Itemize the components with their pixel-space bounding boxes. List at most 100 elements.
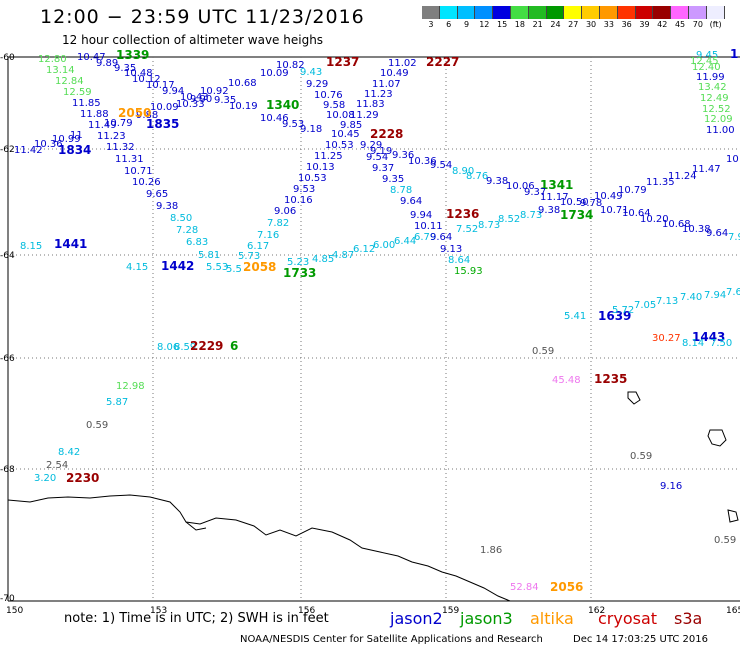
lat-tick-label: -62 [0,145,15,155]
colorbar-swatch [564,6,583,19]
legend-jason3: jason3 [460,609,513,628]
swh-value-label: 30.27 [652,333,681,344]
pass-time-label: 1733 [283,266,316,280]
pass-time-label: 1341 [540,178,573,192]
swh-value-label: 5.53 [206,262,228,273]
swh-value-label: 12.98 [116,381,145,392]
swh-value-label: 9.13 [440,244,462,255]
swh-value-label: 10.09 [150,102,179,113]
swh-value-label: 9.65 [146,189,168,200]
colorbar-swatch [439,6,458,19]
swh-value-label: 15.93 [454,266,483,277]
swh-value-label: 11.17 [540,192,569,203]
lat-tick-label: -70 [0,594,15,604]
colorbar-swatch [422,6,440,19]
swh-value-label: 5.72 [612,305,634,316]
swh-value-label: 9.64 [400,196,422,207]
lat-tick-label: -60 [0,53,15,63]
island [627,391,641,405]
swh-value-label: 9.29 [306,79,328,90]
swh-value-label: 11.24 [668,171,697,182]
swh-value-label: 2.54 [46,460,68,471]
swh-value-label: 10.71 [124,166,153,177]
swh-value-label: 0.59 [630,451,652,462]
swh-value-label: 10.20 [640,214,669,225]
swh-value-label: 8.15 [20,241,42,252]
swh-value-label: 11 [70,130,83,141]
swh-value-label: 10.08 [326,110,355,121]
pass-time-label: 2230 [66,471,99,485]
pass-time-label: 1441 [54,237,87,251]
colorbar-swatch [582,6,600,19]
swh-value-label: 11.99 [696,72,725,83]
swh-value-label: 10.36 [34,139,63,150]
pass-time-label: 2229 [190,339,223,353]
swh-value-label: 7.52 [456,224,478,235]
swh-value-label: 7.40 [680,292,702,303]
swh-value-label: 9.94 [410,210,432,221]
swh-value-label: 7.94 [704,290,726,301]
footer-note: note: 1) Time is in UTC; 2) SWH is in fe… [64,611,329,626]
pass-time-label: 1834 [58,143,91,157]
swh-value-label: 10.82 [276,60,305,71]
swh-value-label: 10 [726,154,739,165]
swh-value-label: 9.90 [190,94,212,105]
swh-value-label: 8.78 [390,185,412,196]
swh-value-label: 9.35 [114,63,136,74]
swh-value-label: 9.94 [162,86,184,97]
swh-value-label: 9.38 [156,201,178,212]
swh-value-label: 9.54 [366,152,388,163]
pass-time-label: 1340 [266,98,299,112]
pass-time-label: 1236 [446,207,479,221]
lon-tick-label: 159 [442,606,459,616]
pass-time-label: 2056 [550,580,583,594]
swh-value-label: 9.29 [360,140,382,151]
page-subtitle: 12 hour collection of altimeter wave hei… [62,33,324,47]
swh-value-label: 10.79 [104,118,133,129]
swh-value-label: 6.17 [247,241,269,252]
swh-value-label: 5.23 [287,257,309,268]
swh-value-label: 5.73 [238,251,260,262]
island [727,509,739,523]
swh-value-label: 10.16 [284,195,313,206]
swh-value-label: 12.52 [702,104,731,115]
swh-value-label: 9.64 [706,228,728,239]
swh-value-label: 10.43 [180,92,209,103]
swh-value-label: 12.09 [704,114,733,125]
colorbar-label: 3 [428,20,434,29]
swh-value-label: 9.88 [136,110,158,121]
swh-value-label: 8.73 [478,220,500,231]
swh-value-label: 12.80 [38,54,67,65]
swh-value-label: 10.50 [560,197,589,208]
colorbar-label: 45 [674,20,686,29]
swh-value-label: 11.88 [80,109,109,120]
antarctic-coastline [7,494,511,602]
pass-time-label: 1 [730,47,738,61]
swh-value-label: 10.49 [380,68,409,79]
swh-value-label: 6.79 [414,232,436,243]
swh-colorbar-labels: 3 6 9 12 15 18 21 24 27 30 33 36 39 42 45 70 (ft) [422,20,725,29]
swh-value-label: 5.87 [106,397,128,408]
swh-value-label: 9.36 [392,150,414,161]
pass-time-label: 2050 [118,106,151,120]
grid [7,56,740,602]
swh-value-label: 7.13 [656,296,678,307]
swh-colorbar [422,6,725,19]
swh-value-label: 45.48 [552,375,581,386]
swh-value-label: 9.37 [524,187,546,198]
colorbar-label: 21 [532,20,543,29]
swh-value-label: 8.42 [58,447,80,458]
colorbar-label: 36 [621,20,632,29]
colorbar-label: 12 [479,20,490,29]
pass-time-label: 2227 [426,55,459,69]
swh-value-label: 9.64 [430,232,452,243]
swh-value-label: 5.81 [198,250,220,261]
colorbar-label: 15 [496,20,508,29]
swh-value-label: 10.33 [176,99,205,110]
swh-value-label: 9.37 [372,163,394,174]
colorbar-swatch [475,6,494,19]
swh-value-label: 11.35 [646,177,675,188]
swh-value-label: 5.5 [226,264,242,275]
pass-time-label: 1339 [116,48,149,62]
